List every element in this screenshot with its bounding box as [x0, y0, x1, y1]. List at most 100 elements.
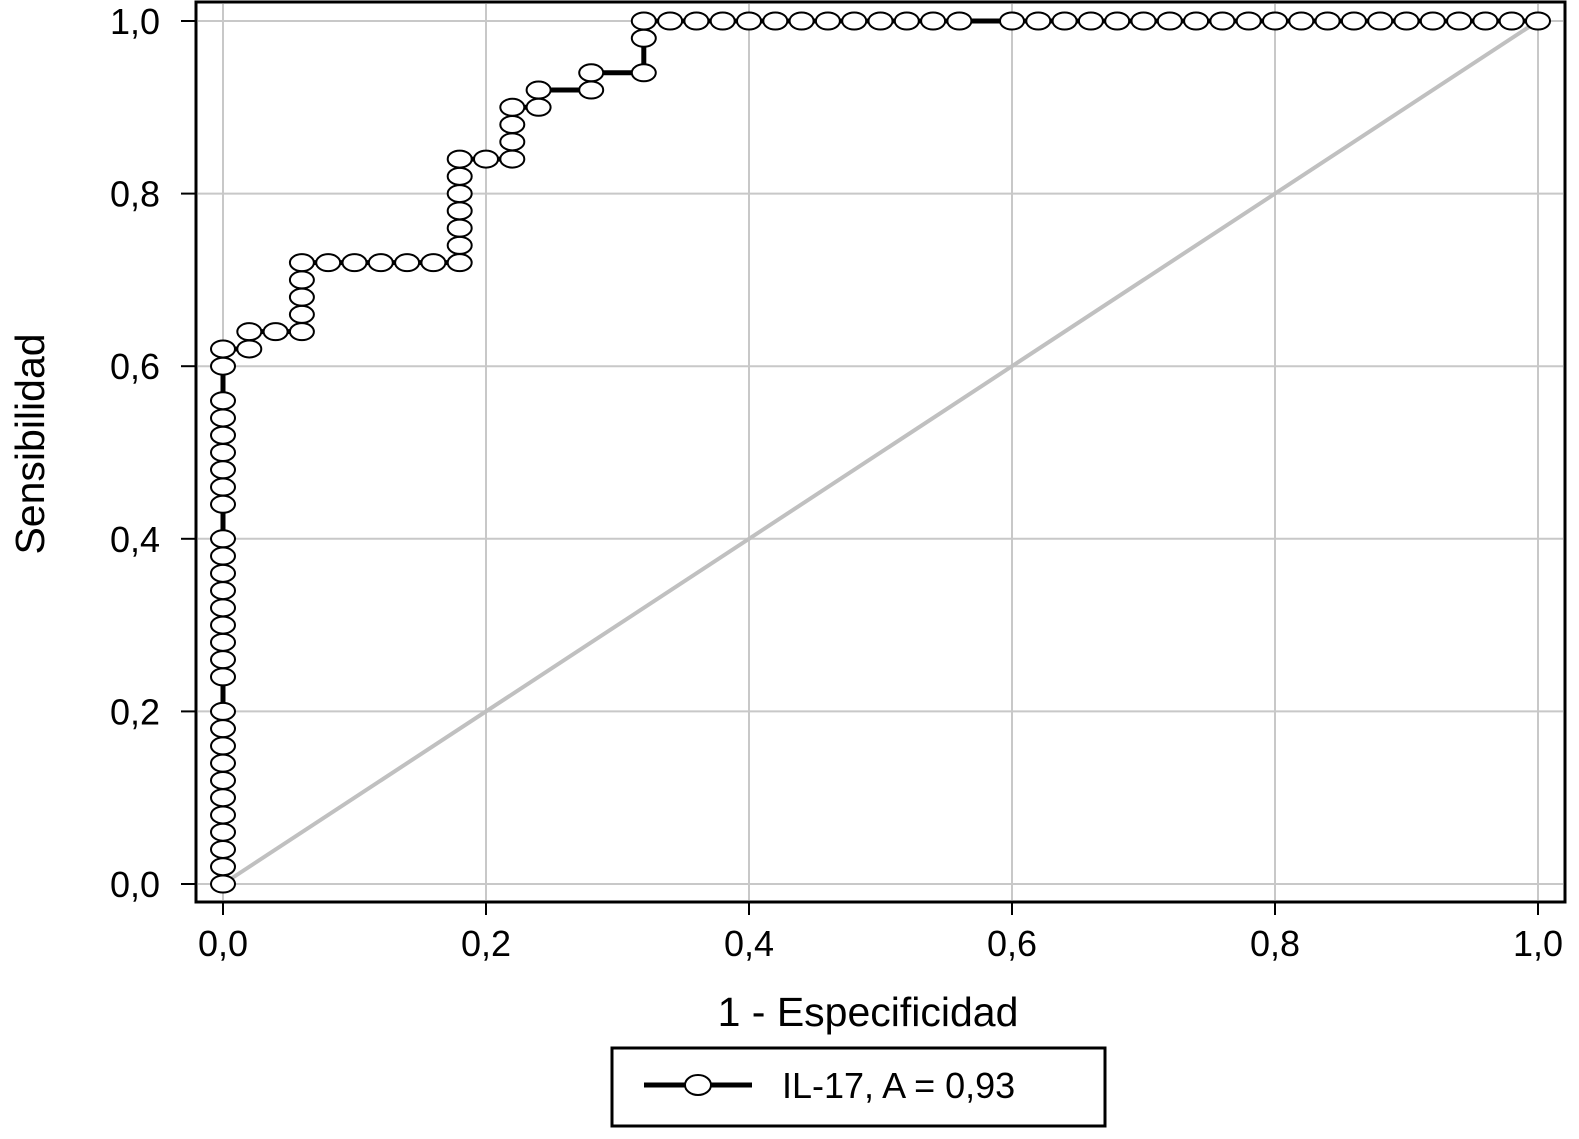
- roc-point: [210, 581, 236, 601]
- roc-point: [210, 391, 236, 411]
- roc-point: [736, 11, 762, 31]
- roc-point: [630, 28, 657, 48]
- roc-point: [210, 598, 236, 618]
- roc-point: [262, 322, 289, 342]
- roc-point: [1419, 11, 1446, 31]
- roc-point: [1367, 11, 1394, 31]
- reference-line: [221, 19, 1540, 886]
- roc-point: [236, 322, 263, 342]
- roc-point: [578, 63, 605, 83]
- roc-point: [315, 253, 342, 273]
- roc-point: [657, 11, 684, 31]
- roc-point: [446, 166, 473, 186]
- roc-point: [210, 857, 236, 877]
- x-tick-label: 0,2: [461, 923, 511, 964]
- roc-point: [210, 494, 236, 514]
- roc-point: [1104, 11, 1131, 31]
- y-tick-label: 1,0: [110, 1, 160, 42]
- roc-point: [210, 339, 236, 359]
- roc-point: [288, 322, 315, 342]
- roc-point: [446, 235, 473, 255]
- roc-point: [210, 563, 236, 583]
- plot-frame: [194, 0, 1567, 904]
- roc-point: [288, 287, 315, 307]
- roc-point: [210, 408, 236, 428]
- roc-point: [1314, 11, 1341, 31]
- roc-point: [1288, 11, 1315, 31]
- roc-point: [341, 253, 368, 273]
- roc-point: [1156, 11, 1183, 31]
- roc-point: [499, 97, 526, 117]
- roc-point: [446, 149, 473, 169]
- x-axis-label: 1 - Especificidad: [718, 989, 1019, 1035]
- roc-point: [210, 425, 236, 445]
- roc-point: [814, 11, 841, 31]
- roc-point: [210, 770, 236, 790]
- roc-point: [683, 11, 710, 31]
- roc-point: [210, 460, 236, 480]
- roc-point: [1525, 11, 1551, 31]
- roc-point: [210, 753, 236, 773]
- roc-point: [1498, 11, 1525, 31]
- legend-label: IL-17, A = 0,93: [782, 1065, 1015, 1106]
- roc-point: [210, 356, 236, 376]
- reference-diagonal: [221, 19, 1540, 886]
- roc-point: [210, 667, 236, 687]
- legend-box: [610, 1046, 1107, 1128]
- legend: IL-17, A = 0,93: [610, 1046, 1107, 1128]
- roc-point: [1393, 11, 1420, 31]
- roc-point: [210, 719, 236, 739]
- legend-marker: [684, 1074, 712, 1096]
- roc-point: [288, 304, 315, 324]
- roc-point: [210, 874, 236, 894]
- roc-point: [367, 253, 394, 273]
- roc-point: [499, 115, 526, 135]
- roc-point: [1077, 11, 1104, 31]
- x-tick-label: 0,0: [198, 923, 248, 964]
- roc-point: [1183, 11, 1210, 31]
- roc-point: [946, 11, 973, 31]
- roc-point: [210, 736, 236, 756]
- roc-markers: [210, 11, 1551, 894]
- roc-point: [630, 63, 657, 83]
- roc-point: [499, 149, 526, 169]
- roc-point: [210, 701, 236, 721]
- roc-point: [920, 11, 947, 31]
- roc-point: [893, 11, 920, 31]
- roc-point: [394, 253, 421, 273]
- roc-point: [236, 339, 263, 359]
- roc-point: [288, 270, 315, 290]
- roc-point: [1051, 11, 1078, 31]
- y-tick-label: 0,6: [110, 346, 160, 387]
- roc-point: [762, 11, 789, 31]
- roc-point: [499, 132, 526, 152]
- roc-point: [473, 149, 499, 169]
- roc-point: [420, 253, 447, 273]
- roc-point: [1209, 11, 1236, 31]
- roc-point: [446, 253, 473, 273]
- roc-point: [1340, 11, 1367, 31]
- roc-point: [210, 839, 236, 859]
- roc-point: [1235, 11, 1262, 31]
- roc-point: [630, 11, 657, 31]
- x-tick-label: 0,6: [987, 923, 1037, 964]
- roc-point: [210, 650, 236, 670]
- roc-point: [578, 80, 605, 100]
- roc-point: [288, 253, 315, 273]
- y-tick-label: 0,2: [110, 691, 160, 732]
- roc-point: [1446, 11, 1473, 31]
- roc-point: [525, 97, 552, 117]
- roc-point: [210, 443, 236, 462]
- y-tick-label: 0,4: [110, 519, 160, 560]
- roc-point: [841, 11, 868, 31]
- roc-point: [210, 529, 236, 549]
- roc-point: [446, 184, 473, 204]
- roc-point: [210, 822, 236, 842]
- roc-point: [1130, 11, 1157, 31]
- roc-point: [709, 11, 736, 31]
- roc-point: [446, 201, 473, 221]
- roc-point: [210, 632, 236, 652]
- roc-point: [1472, 11, 1499, 31]
- roc-point: [788, 11, 815, 31]
